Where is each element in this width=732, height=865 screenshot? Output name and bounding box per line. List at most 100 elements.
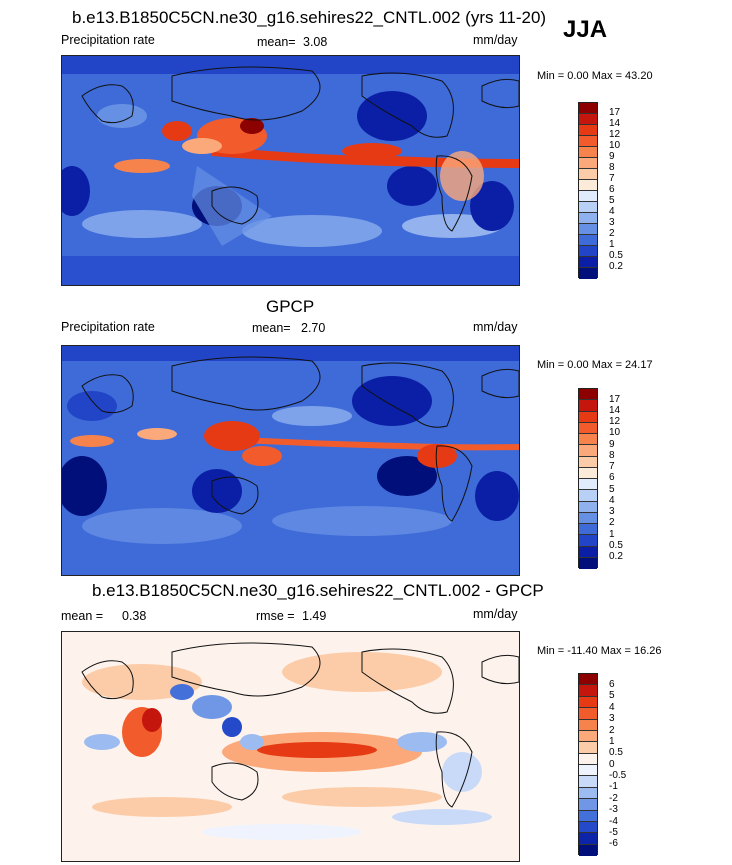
panel-3-colorbar-label: 1 bbox=[609, 736, 615, 747]
panel-1-colorbar-label: 9 bbox=[609, 151, 615, 162]
panel-2-colorbar-segment bbox=[579, 422, 597, 434]
panel-2-gpcp-map bbox=[61, 345, 520, 576]
panel-1-colorbar-segment bbox=[579, 246, 597, 257]
panel-2-title: GPCP bbox=[266, 297, 315, 316]
panel-3-colorbar-segment bbox=[579, 674, 597, 686]
panel-2-colorbar-segment bbox=[579, 479, 597, 491]
panel-1-colorbar-label: 14 bbox=[609, 118, 621, 129]
panel-3-colorbar-label: -1 bbox=[609, 781, 618, 792]
panel-1-colorbar-label: 1 bbox=[609, 239, 615, 250]
panel-3-mean-label: mean = bbox=[61, 609, 104, 623]
panel-1-colorbar-segment bbox=[579, 158, 597, 169]
panel-1-colorbar-label: 4 bbox=[609, 206, 615, 217]
panel-3-mean-value: 0.38 bbox=[122, 609, 147, 623]
panel-1-colorbar-label: 2 bbox=[609, 228, 615, 239]
panel-3-colorbar-label: 6 bbox=[609, 679, 615, 690]
panel-1-colorbar-segment bbox=[579, 268, 597, 279]
panel-1-colorbar-segment bbox=[579, 213, 597, 224]
panel-2-colorbar-label: 5 bbox=[609, 484, 615, 495]
panel-1-colorbar-segment bbox=[579, 125, 597, 136]
panel-3-colorbar-segment bbox=[579, 708, 597, 720]
panel-3-colorbar-label: 0 bbox=[609, 759, 615, 770]
panel-1-colorbar-label: 7 bbox=[609, 173, 615, 184]
panel-3-rmse-label: rmse = bbox=[256, 609, 295, 623]
panel-3-colorbar bbox=[578, 673, 598, 856]
panel-2-colorbar-segment bbox=[579, 535, 597, 547]
panel-1-colorbar bbox=[578, 102, 598, 279]
panel-2-colorbar-segment bbox=[579, 524, 597, 536]
panel-3-colorbar-label: -3 bbox=[609, 804, 618, 815]
panel-2-colorbar-label: 1 bbox=[609, 529, 615, 540]
panel-2-colorbar-label: 14 bbox=[609, 405, 621, 416]
panel-1-precip-map bbox=[61, 55, 520, 286]
panel-3-colorbar-label: -4 bbox=[609, 816, 618, 827]
panel-3-colorbar-label: -6 bbox=[609, 838, 618, 849]
panel-2-colorbar-segment bbox=[579, 490, 597, 502]
panel-2-colorbar-label: 8 bbox=[609, 450, 615, 461]
panel-2-colorbar bbox=[578, 388, 598, 569]
panel-1-colorbar-segment bbox=[579, 147, 597, 158]
panel-2-colorbar-label: 9 bbox=[609, 439, 615, 450]
panel-2-mean-label: mean= bbox=[252, 321, 291, 335]
panel-1-colorbar-label: 0.5 bbox=[609, 250, 623, 261]
panel-1-mean-label: mean= bbox=[257, 35, 296, 49]
panel-3-colorbar-segment bbox=[579, 776, 597, 788]
panel-3-rmse-value: 1.49 bbox=[302, 609, 327, 623]
panel-2-colorbar-label: 17 bbox=[609, 394, 621, 405]
panel-3-title: b.e13.B1850C5CN.ne30_g16.sehires22_CNTL.… bbox=[92, 581, 544, 600]
panel-3-colorbar-segment bbox=[579, 742, 597, 754]
panel-3-difference-map bbox=[61, 631, 520, 862]
panel-3-colorbar-segment bbox=[579, 810, 597, 822]
panel-2-colorbar-segment bbox=[579, 512, 597, 524]
panel-2-colorbar-label: 4 bbox=[609, 495, 615, 506]
panel-3-colorbar-segment bbox=[579, 753, 597, 765]
panel-2-colorbar-label: 6 bbox=[609, 472, 615, 483]
panel-3-colorbar-segment bbox=[579, 799, 597, 811]
panel-2-colorbar-segment bbox=[579, 546, 597, 558]
panel-2-units: mm/day bbox=[473, 320, 518, 334]
panel-2-mean-value: 2.70 bbox=[301, 321, 326, 335]
panel-1-colorbar-segment bbox=[579, 136, 597, 147]
panel-1-units: mm/day bbox=[473, 33, 518, 47]
panel-3-colorbar-segment bbox=[579, 787, 597, 800]
panel-3-minmax: Min = -11.40 Max = 16.26 bbox=[537, 645, 662, 657]
panel-3-colorbar-segment bbox=[579, 730, 597, 743]
panel-3-colorbar-label: 0.5 bbox=[609, 747, 623, 758]
panel-1-colorbar-label: 5 bbox=[609, 195, 615, 206]
panel-1-colorbar-segment bbox=[579, 235, 597, 246]
panel-1-colorbar-segment bbox=[579, 191, 597, 202]
panel-1-colorbar-segment bbox=[579, 114, 597, 125]
panel-3-colorbar-segment bbox=[579, 765, 597, 777]
panel-3-colorbar-label: -0.5 bbox=[609, 770, 627, 781]
panel-2-colorbar-segment bbox=[579, 501, 597, 513]
panel-1-colorbar-label: 17 bbox=[609, 107, 621, 118]
panel-3-colorbar-label: 4 bbox=[609, 702, 615, 713]
panel-2-colorbar-label: 7 bbox=[609, 461, 615, 472]
panel-2-colorbar-segment bbox=[579, 557, 597, 569]
panel-2-colorbar-segment bbox=[579, 445, 597, 457]
panel-3-colorbar-segment bbox=[579, 719, 597, 731]
panel-1-minmax: Min = 0.00 Max = 43.20 bbox=[537, 70, 653, 82]
panel-2-colorbar-label: 0.2 bbox=[609, 551, 623, 562]
panel-3-units: mm/day bbox=[473, 607, 518, 621]
panel-2-colorbar-segment bbox=[579, 400, 597, 412]
panel-2-colorbar-segment bbox=[579, 467, 597, 479]
panel-1-colorbar-label: 0.2 bbox=[609, 261, 623, 272]
panel-2-variable-label: Precipitation rate bbox=[61, 320, 155, 334]
panel-3-colorbar-label: 3 bbox=[609, 713, 615, 724]
panel-2-colorbar-segment bbox=[579, 456, 597, 468]
panel-2-colorbar-label: 2 bbox=[609, 517, 615, 528]
panel-3-colorbar-label: 5 bbox=[609, 690, 615, 701]
panel-1-colorbar-segment bbox=[579, 224, 597, 235]
panel-2-colorbar-segment bbox=[579, 434, 597, 446]
panel-3-colorbar-segment bbox=[579, 833, 597, 845]
panel-2-colorbar-label: 3 bbox=[609, 506, 615, 517]
panel-1-colorbar-label: 3 bbox=[609, 217, 615, 228]
panel-1-colorbar-segment bbox=[579, 180, 597, 191]
panel-1-colorbar-segment bbox=[579, 202, 597, 213]
panel-3-colorbar-segment bbox=[579, 821, 597, 834]
panel-3-colorbar-label: -5 bbox=[609, 827, 618, 838]
panel-1-colorbar-segment bbox=[579, 169, 597, 180]
panel-1-colorbar-segment bbox=[579, 257, 597, 268]
panel-1-colorbar-label: 6 bbox=[609, 184, 615, 195]
